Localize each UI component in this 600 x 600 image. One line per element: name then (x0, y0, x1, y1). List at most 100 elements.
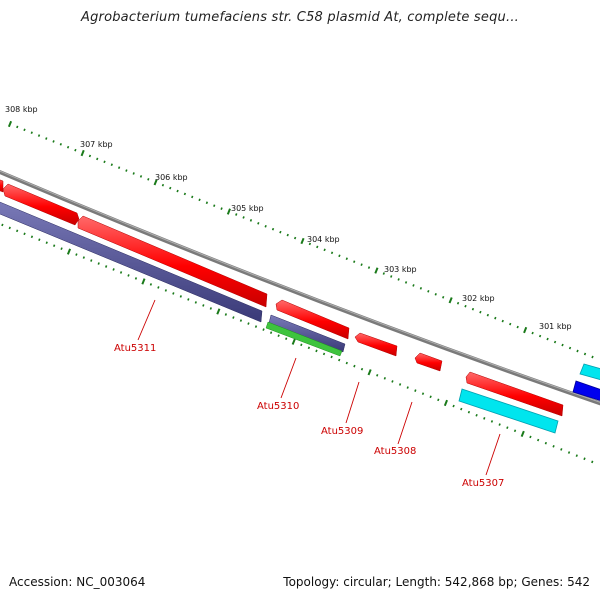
gene-feature (458, 388, 559, 434)
minor-tick (316, 245, 319, 249)
scale-label: 303 kbp (384, 265, 417, 274)
minor-tick (239, 319, 243, 322)
gene-feature (354, 332, 398, 357)
forward-strand-features (0, 179, 564, 417)
minor-tick (529, 435, 532, 439)
minor-tick (390, 275, 393, 278)
minor-tick (490, 420, 494, 423)
minor-tick (205, 201, 209, 205)
minor-tick (345, 257, 348, 261)
minor-tick (60, 247, 63, 250)
minor-tick (591, 355, 594, 359)
minor-tick (382, 272, 385, 275)
minor-tick (169, 186, 172, 190)
minor-tick (338, 358, 341, 362)
major-tick (226, 208, 231, 215)
gene-feature (268, 314, 346, 353)
minor-tick (315, 349, 318, 353)
minor-tick (254, 325, 258, 328)
major-tick (520, 430, 525, 438)
minor-tick (338, 254, 341, 258)
map-title: Agrobacterium tumefaciens str. C58 plasm… (80, 10, 519, 25)
minor-tick (506, 426, 509, 429)
minor-tick (498, 423, 501, 426)
minor-tick (198, 198, 201, 202)
minor-tick (176, 189, 179, 193)
scale-label: 308 kbp (5, 105, 38, 114)
gene-feature (2, 183, 80, 226)
minor-tick (257, 222, 260, 225)
minor-tick (575, 454, 578, 457)
minor-tick (286, 233, 289, 237)
minor-tick (460, 407, 463, 411)
backbone-line (0, 169, 600, 406)
minor-tick (249, 219, 253, 222)
minor-tick (452, 404, 455, 408)
minor-tick (132, 172, 135, 175)
minor-tick (531, 331, 534, 335)
minor-tick (209, 307, 212, 310)
minor-tick (553, 340, 557, 344)
minor-tick (464, 304, 467, 308)
inner-tick-track (1, 223, 594, 464)
scale-label: 304 kbp (307, 235, 340, 244)
minor-tick (544, 441, 548, 445)
minor-tick (360, 367, 364, 371)
minor-tick (404, 281, 408, 284)
minor-tick (112, 268, 115, 271)
minor-tick (38, 238, 41, 242)
gene-feature (0, 201, 263, 323)
minor-tick (147, 178, 150, 181)
minor-tick (117, 166, 121, 169)
minor-tick (538, 334, 542, 338)
minor-tick (546, 337, 549, 341)
minor-tick (494, 316, 497, 320)
major-tick (141, 278, 146, 285)
minor-tick (442, 295, 445, 299)
minor-tick (501, 319, 504, 323)
minor-tick (427, 290, 430, 293)
major-tick (367, 369, 372, 376)
minor-tick (285, 337, 288, 341)
minor-tick (183, 192, 187, 196)
minor-tick (37, 134, 41, 137)
minor-tick (513, 429, 517, 433)
minor-tick (127, 274, 130, 277)
minor-tick (75, 253, 78, 256)
minor-tick (406, 386, 409, 389)
gene-feature (0, 179, 4, 193)
gene-label-atu5309: Atu5309 (321, 426, 363, 437)
minor-tick (367, 266, 371, 269)
minor-tick (576, 349, 579, 353)
minor-tick (235, 213, 238, 216)
major-tick (448, 297, 453, 304)
minor-tick (383, 377, 386, 380)
minor-tick (516, 325, 519, 329)
major-tick (7, 120, 13, 128)
minor-tick (467, 410, 471, 414)
minor-tick (353, 260, 356, 263)
minor-tick (269, 331, 273, 334)
minor-tick (202, 304, 205, 307)
minor-tick (434, 292, 437, 296)
minor-tick (277, 334, 280, 337)
major-tick (523, 326, 528, 334)
major-tick (66, 248, 72, 255)
minor-tick (591, 460, 594, 464)
minor-tick (224, 313, 228, 316)
scale-tick-track (7, 120, 594, 359)
minor-tick (322, 352, 326, 356)
minor-tick (232, 316, 235, 319)
minor-tick (486, 313, 490, 317)
minor-tick (437, 398, 440, 402)
minor-tick (15, 229, 19, 233)
minor-tick (376, 373, 379, 377)
minor-tick (397, 278, 400, 281)
scale-labels: 308 kbp 307 kbp 306 kbp 305 kbp 304 kbp … (5, 105, 572, 331)
scale-label: 306 kbp (155, 173, 188, 182)
minor-tick (191, 195, 194, 199)
minor-tick (360, 263, 363, 266)
minor-tick (353, 364, 356, 368)
gene-feature (414, 352, 443, 372)
